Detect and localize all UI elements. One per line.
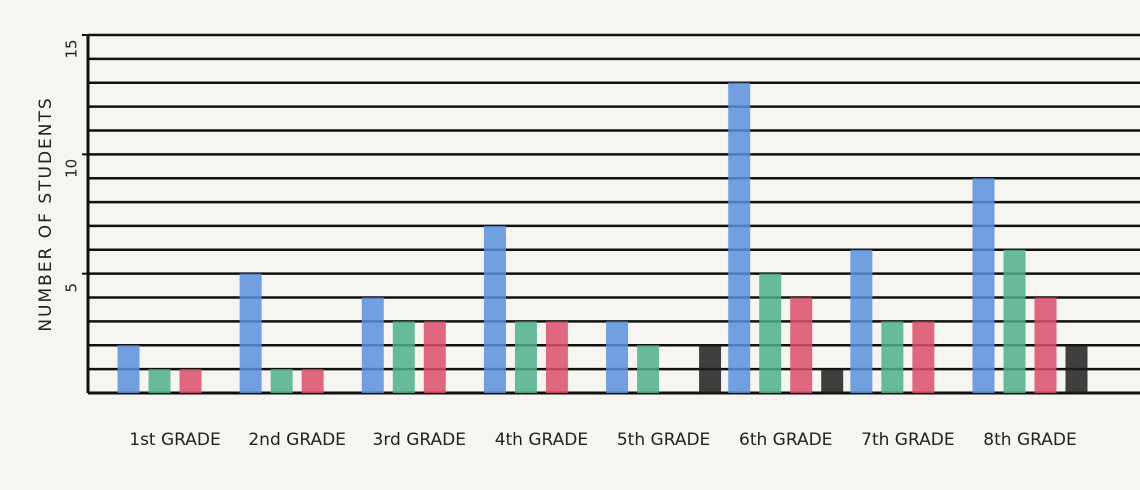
bar: [483, 225, 506, 393]
bar: [117, 345, 140, 393]
bar: [270, 369, 293, 393]
bar: [361, 297, 384, 393]
bar: [423, 321, 446, 393]
bar: [239, 273, 262, 393]
x-tick-label: 5th GRADE: [617, 430, 710, 450]
bar: [972, 178, 995, 393]
bar: [821, 369, 844, 393]
bar: [912, 321, 935, 393]
bar: [148, 369, 171, 393]
bar: [514, 321, 537, 393]
x-tick-label: 7th GRADE: [861, 430, 954, 450]
x-tick-label: 1st GRADE: [129, 430, 221, 450]
y-tick-label: 15: [63, 39, 81, 58]
bar: [699, 345, 722, 393]
bar: [301, 369, 324, 393]
bar: [545, 321, 568, 393]
bar: [881, 321, 904, 393]
y-tick-label: 10: [63, 159, 81, 178]
y-tick-label: 5: [63, 283, 81, 293]
x-tick-label: 4th GRADE: [495, 430, 588, 450]
x-tick-label: 8th GRADE: [983, 430, 1076, 450]
bar: [392, 321, 415, 393]
bar: [728, 82, 751, 393]
x-tick-label: 2nd GRADE: [248, 430, 346, 450]
bar: [637, 345, 660, 393]
bar: [1003, 249, 1026, 393]
bar: [850, 249, 873, 393]
bar: [759, 273, 782, 393]
y-axis-label: NUMBER OF STUDENTS: [36, 96, 56, 331]
bar: [606, 321, 629, 393]
bar: [790, 297, 813, 393]
x-tick-label: 6th GRADE: [739, 430, 832, 450]
bar: [1034, 297, 1057, 393]
bar: [179, 369, 202, 393]
x-tick-label: 3rd GRADE: [373, 430, 466, 450]
bar: [1065, 345, 1088, 393]
